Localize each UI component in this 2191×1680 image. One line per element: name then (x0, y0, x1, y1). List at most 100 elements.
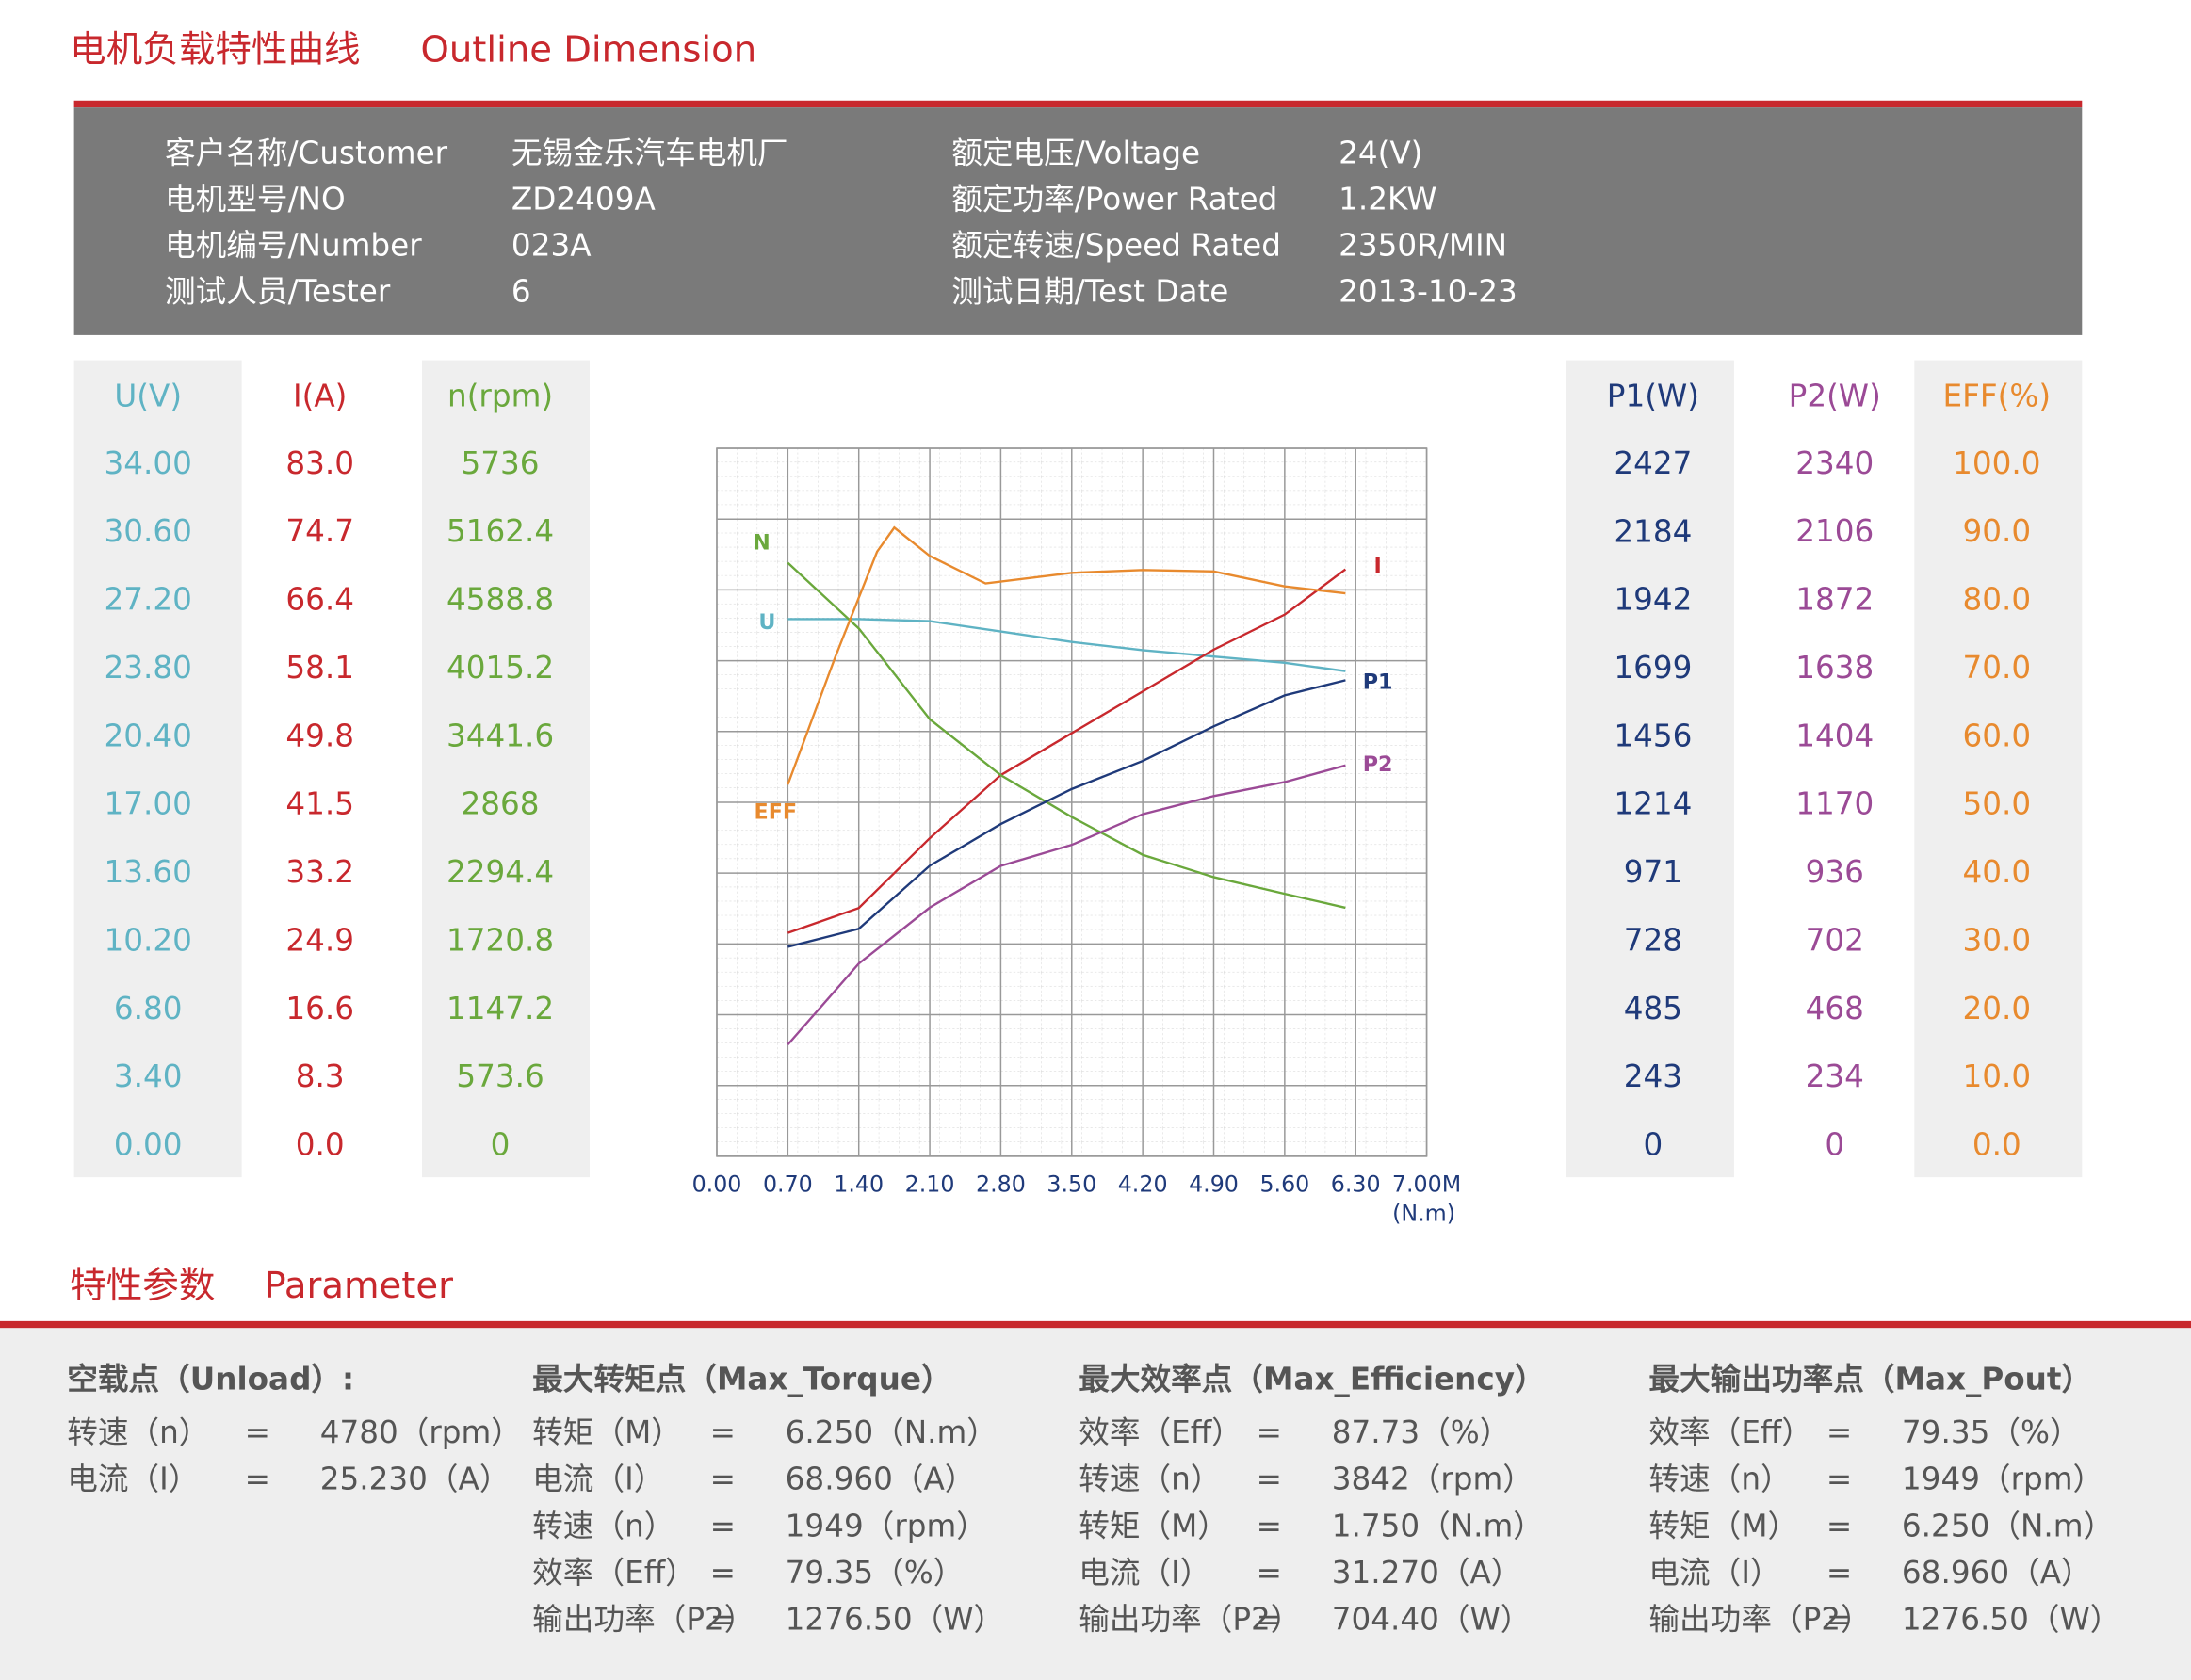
header-rule (73, 100, 2083, 108)
param-cell: 79.35（%） (786, 1555, 965, 1591)
param-group-title: 最大转矩点（Max_Torque） (532, 1362, 951, 1397)
axis-header: EFF(%) (1942, 379, 2051, 414)
param-cell: 输出功率（P2） (1648, 1602, 1871, 1638)
y-tick-label: 0 (1643, 1127, 1663, 1163)
param-cell: 效率（Eff） (1079, 1414, 1242, 1450)
y-tick-label: 1170 (1795, 786, 1874, 822)
info-cell: 额定功率/Power Rated (951, 182, 1277, 218)
series-label: P1 (1363, 670, 1393, 695)
y-tick-label: 1638 (1795, 650, 1874, 686)
y-tick-label: 971 (1624, 854, 1682, 890)
y-tick-label: 6.80 (114, 991, 183, 1026)
x-axis-label: (N.m) (1392, 1201, 1455, 1227)
x-tick-label: 0.70 (763, 1171, 813, 1198)
param-cell: 电流（I） (532, 1462, 664, 1497)
y-tick-label: 1214 (1614, 786, 1692, 822)
axis-header: P1(W) (1607, 379, 1699, 414)
info-cell: 2350R/MIN (1339, 227, 1507, 263)
axis-header: P2(W) (1789, 379, 1881, 414)
y-tick-label: 1720.8 (446, 922, 554, 958)
y-tick-label: 1456 (1614, 718, 1692, 753)
y-tick-label: 8.3 (296, 1058, 345, 1094)
y-tick-label: 50.0 (1962, 786, 2031, 822)
y-tick-label: 936 (1806, 854, 1864, 890)
param-cell: 87.73（%） (1332, 1414, 1511, 1450)
param-cell: 1.750（N.m） (1332, 1508, 1544, 1543)
param-cell: = (245, 1414, 270, 1450)
y-tick-label: 728 (1624, 922, 1682, 958)
series-label: U (758, 610, 775, 635)
y-tick-label: 70.0 (1962, 650, 2031, 686)
column-shade (1914, 360, 2083, 1178)
x-tick-label: 5.60 (1259, 1171, 1309, 1198)
x-tick-label: 4.90 (1189, 1171, 1239, 1198)
info-cell: 6 (511, 273, 531, 309)
param-cell: = (710, 1602, 736, 1638)
param-title-en: Parameter (264, 1265, 453, 1307)
param-cell: 4780（rpm） (320, 1414, 522, 1450)
y-tick-label: 2427 (1614, 445, 1692, 481)
curve (787, 764, 1346, 1046)
param-cell: 1949（rpm） (786, 1508, 987, 1543)
x-tick-label: 7.00M (1392, 1171, 1461, 1198)
y-tick-label: 34.00 (105, 445, 192, 481)
param-cell: = (245, 1462, 270, 1497)
y-tick-label: 27.20 (105, 582, 192, 618)
param-rule (0, 1320, 2191, 1329)
y-tick-label: 60.0 (1962, 718, 2031, 753)
info-cell: 无锡金乐汽车电机厂 (511, 136, 788, 171)
y-tick-label: 24.9 (285, 922, 354, 958)
y-tick-label: 485 (1624, 991, 1682, 1026)
y-tick-label: 13.60 (105, 854, 192, 890)
info-cell: ZD2409A (511, 182, 657, 218)
y-tick-label: 17.00 (105, 786, 192, 822)
info-cell: 额定电压/Voltage (951, 136, 1200, 171)
y-tick-label: 66.4 (285, 582, 354, 618)
y-tick-label: 2868 (462, 786, 540, 822)
param-cell: 31.270（A） (1332, 1555, 1522, 1591)
y-tick-label: 573.6 (456, 1058, 544, 1094)
y-tick-label: 20.0 (1962, 991, 2031, 1026)
y-tick-label: 3.40 (114, 1058, 183, 1094)
y-tick-label: 80.0 (1962, 582, 2031, 618)
param-cell: = (1257, 1555, 1282, 1591)
param-cell: 转速（n） (1079, 1462, 1221, 1497)
curve (787, 679, 1346, 948)
axis-header: U(V) (114, 379, 182, 414)
y-tick-label: 33.2 (285, 854, 354, 890)
param-cell: 电流（I） (1079, 1555, 1210, 1591)
param-cell: 电流（I） (1648, 1555, 1780, 1591)
param-cell: = (1826, 1508, 1852, 1543)
param-cell: = (1257, 1414, 1282, 1450)
param-group-title: 空载点（Unload）: (67, 1362, 354, 1397)
parameter-table: 空载点（Unload）: 转速（n） = 4780（rpm） 电流（I） = 25.230（… (67, 1362, 2120, 1638)
y-tick-label: 10.0 (1962, 1058, 2031, 1094)
param-group-title: 最大输出功率点（Max_Pout） (1648, 1362, 2092, 1397)
param-cell: 效率（Eff） (532, 1555, 696, 1591)
param-cell: = (710, 1462, 736, 1497)
axis-header: n(rpm) (447, 379, 553, 414)
y-tick-label: 4015.2 (446, 650, 554, 686)
x-tick-label: 3.50 (1047, 1171, 1096, 1198)
y-tick-label: 0.00 (114, 1127, 183, 1163)
y-tick-label: 1147.2 (446, 991, 554, 1026)
param-cell: 1276.50（W） (1902, 1602, 2120, 1638)
param-cell: = (1826, 1602, 1852, 1638)
info-cell: 测试日期/Test Date (951, 273, 1228, 309)
y-tick-label: 468 (1806, 991, 1864, 1026)
y-tick-label: 23.80 (105, 650, 192, 686)
param-cell: 转矩（M） (1079, 1508, 1228, 1543)
param-cell: = (710, 1555, 736, 1591)
y-tick-label: 1942 (1614, 581, 1692, 617)
y-tick-label: 1699 (1614, 650, 1692, 686)
param-cell: = (710, 1508, 736, 1543)
info-cell: 电机编号/Number (165, 227, 422, 263)
x-tick-label: 0.00 (692, 1171, 742, 1198)
y-tick-label: 100.0 (1953, 445, 2040, 481)
x-tick-label: 2.80 (976, 1171, 1026, 1198)
param-cell: 68.960（A） (786, 1462, 976, 1497)
param-cell: = (1257, 1508, 1282, 1543)
y-tick-label: 74.7 (285, 513, 354, 549)
